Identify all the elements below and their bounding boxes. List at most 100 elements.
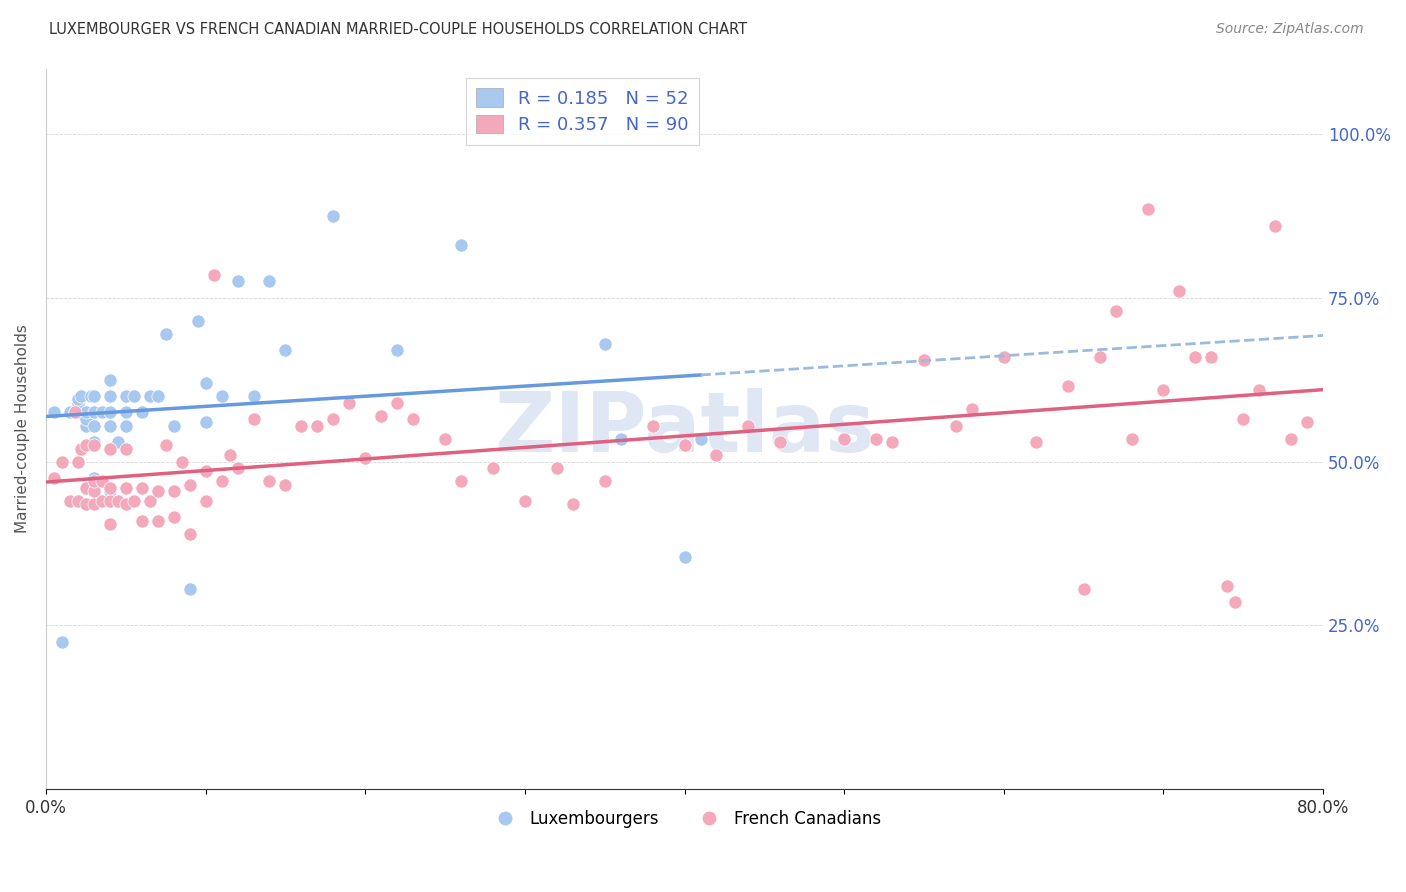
Point xyxy=(737,418,759,433)
Point xyxy=(98,494,121,508)
Text: Source: ZipAtlas.com: Source: ZipAtlas.com xyxy=(1216,22,1364,37)
Point xyxy=(960,402,983,417)
Point xyxy=(114,389,136,403)
Point xyxy=(1249,383,1271,397)
Point xyxy=(194,415,217,429)
Point xyxy=(66,405,89,419)
Point xyxy=(42,471,65,485)
Point xyxy=(83,497,105,511)
Point xyxy=(561,497,583,511)
Point xyxy=(107,494,129,508)
Point xyxy=(211,475,233,489)
Point xyxy=(1232,412,1254,426)
Point xyxy=(482,461,505,475)
Point xyxy=(66,494,89,508)
Point xyxy=(1168,285,1191,299)
Point xyxy=(179,477,201,491)
Point xyxy=(98,442,121,456)
Y-axis label: Married-couple Households: Married-couple Households xyxy=(15,325,30,533)
Point xyxy=(63,405,86,419)
Point xyxy=(402,412,425,426)
Point xyxy=(945,418,967,433)
Point xyxy=(98,484,121,499)
Point xyxy=(641,418,664,433)
Point xyxy=(880,434,903,449)
Point xyxy=(673,438,696,452)
Point xyxy=(75,497,97,511)
Point xyxy=(51,455,73,469)
Point xyxy=(114,418,136,433)
Point xyxy=(593,475,616,489)
Point xyxy=(98,481,121,495)
Point xyxy=(70,442,93,456)
Point xyxy=(769,434,792,449)
Point xyxy=(202,268,225,282)
Point xyxy=(66,399,89,413)
Point xyxy=(163,510,186,524)
Point xyxy=(211,389,233,403)
Point xyxy=(1136,202,1159,217)
Point xyxy=(274,343,297,358)
Point xyxy=(1216,579,1239,593)
Point xyxy=(354,451,377,466)
Point xyxy=(673,549,696,564)
Point xyxy=(385,343,408,358)
Point xyxy=(75,412,97,426)
Point xyxy=(370,409,392,423)
Point xyxy=(98,373,121,387)
Point xyxy=(226,275,249,289)
Point xyxy=(593,336,616,351)
Point xyxy=(66,392,89,407)
Point xyxy=(90,494,112,508)
Point xyxy=(66,402,89,417)
Point xyxy=(122,494,145,508)
Point xyxy=(107,434,129,449)
Point xyxy=(146,484,169,499)
Point xyxy=(1201,350,1223,364)
Point xyxy=(1264,219,1286,233)
Point xyxy=(1088,350,1111,364)
Point xyxy=(179,526,201,541)
Point xyxy=(75,481,97,495)
Point xyxy=(83,405,105,419)
Point xyxy=(114,481,136,495)
Point xyxy=(155,326,177,341)
Point xyxy=(163,484,186,499)
Point xyxy=(194,465,217,479)
Point xyxy=(832,432,855,446)
Point xyxy=(1225,595,1247,609)
Point xyxy=(131,481,153,495)
Point xyxy=(1104,304,1126,318)
Point xyxy=(114,497,136,511)
Point xyxy=(59,494,82,508)
Point xyxy=(187,314,209,328)
Point xyxy=(146,389,169,403)
Point xyxy=(322,209,344,223)
Point xyxy=(242,412,264,426)
Point xyxy=(170,455,193,469)
Point xyxy=(75,405,97,419)
Point xyxy=(1153,383,1175,397)
Point xyxy=(146,514,169,528)
Point xyxy=(114,405,136,419)
Point xyxy=(259,475,281,489)
Point xyxy=(98,389,121,403)
Point xyxy=(63,405,86,419)
Point xyxy=(139,494,162,508)
Text: LUXEMBOURGER VS FRENCH CANADIAN MARRIED-COUPLE HOUSEHOLDS CORRELATION CHART: LUXEMBOURGER VS FRENCH CANADIAN MARRIED-… xyxy=(49,22,748,37)
Point xyxy=(131,405,153,419)
Point xyxy=(274,477,297,491)
Point xyxy=(139,389,162,403)
Point xyxy=(546,461,568,475)
Point xyxy=(194,494,217,508)
Point xyxy=(609,432,631,446)
Point xyxy=(322,412,344,426)
Point xyxy=(689,432,711,446)
Point xyxy=(993,350,1015,364)
Point xyxy=(114,442,136,456)
Point xyxy=(66,455,89,469)
Point xyxy=(83,418,105,433)
Point xyxy=(163,418,186,433)
Point xyxy=(83,471,105,485)
Point xyxy=(75,418,97,433)
